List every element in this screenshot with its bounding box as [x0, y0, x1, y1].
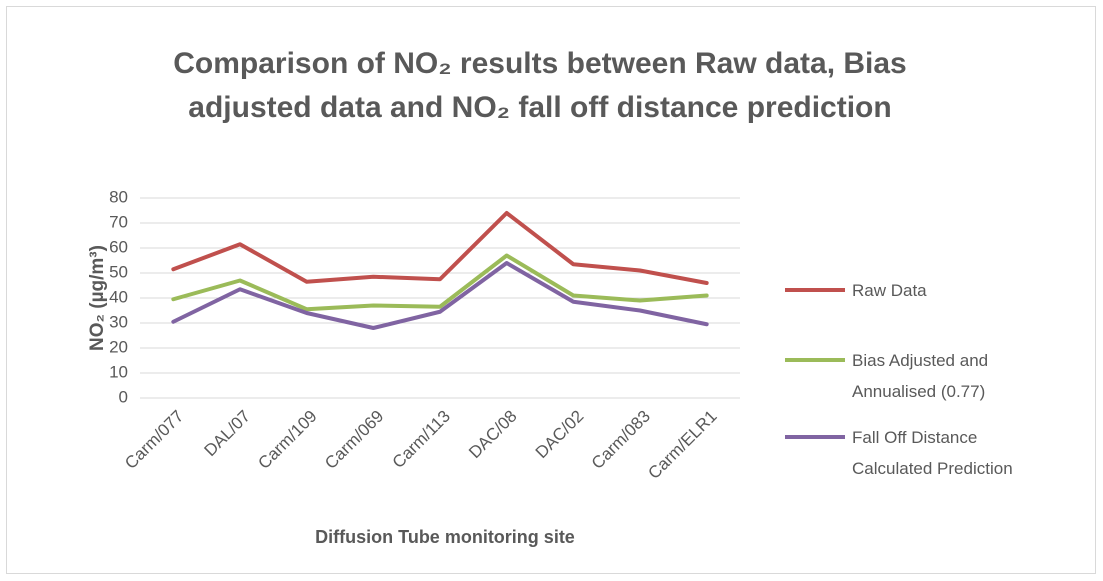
- x-tick-label: Carm/109: [254, 407, 320, 473]
- legend-label: Raw Data: [852, 281, 927, 300]
- chart-title: Comparison of NO₂ results between Raw da…: [173, 47, 907, 124]
- chart-border: [6, 6, 1096, 574]
- y-tick-label: 60: [109, 237, 128, 256]
- y-tick-label: 10: [109, 362, 128, 381]
- x-tick-label: Carm/069: [321, 407, 387, 473]
- series-line: [171, 253, 709, 312]
- x-tick-label: Carm/077: [121, 407, 187, 473]
- x-axis-title: Diffusion Tube monitoring site: [315, 527, 575, 547]
- x-tick-label: Carm/083: [588, 407, 654, 473]
- legend-label: Bias Adjusted and Annualised (0.77): [852, 351, 989, 401]
- x-tick-label: Carm/ELR1: [644, 407, 720, 483]
- legend-label: Fall Off Distance Calculated Prediction: [852, 428, 1013, 478]
- y-tick-label: 40: [109, 287, 128, 306]
- y-tick-label: 20: [109, 337, 128, 356]
- y-axis-title: NO₂ (µg/m³): [87, 245, 108, 351]
- series-line: [171, 211, 709, 285]
- series-line: [171, 261, 709, 330]
- y-tick-label: 0: [119, 387, 128, 406]
- x-tick-label: DAC/08: [465, 407, 521, 463]
- x-tick-label: DAC/02: [532, 407, 588, 463]
- y-tick-label: 30: [109, 312, 128, 331]
- x-tick-label: DAL/07: [200, 407, 254, 461]
- y-tick-label: 80: [109, 187, 128, 206]
- x-tick-label: Carm/113: [389, 407, 454, 472]
- y-tick-label: 50: [109, 262, 128, 281]
- y-tick-label: 70: [109, 212, 128, 231]
